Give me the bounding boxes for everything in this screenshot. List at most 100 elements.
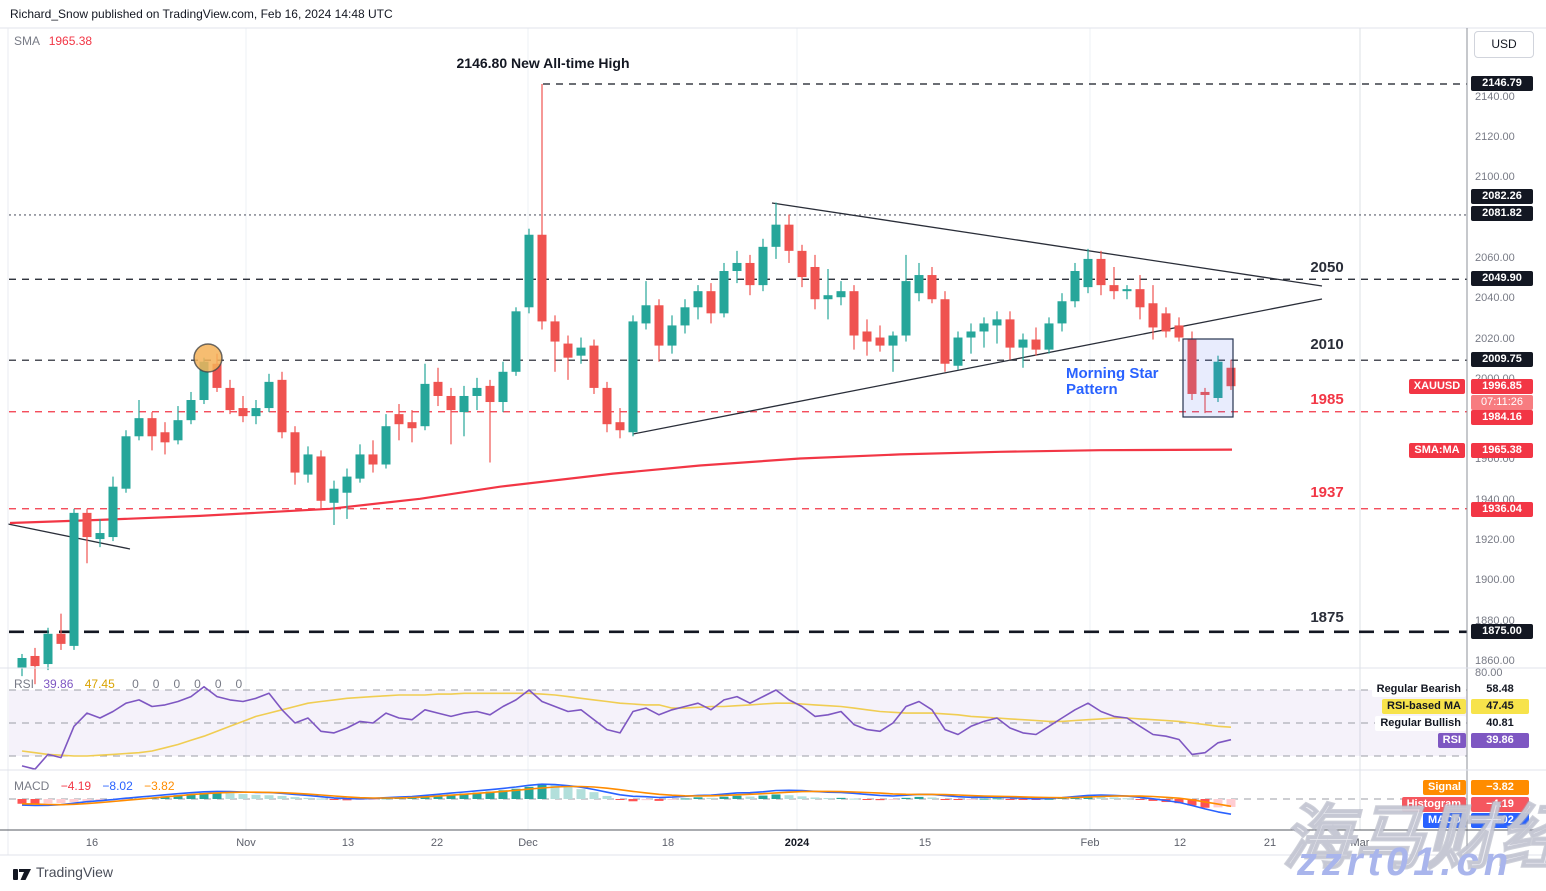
candle — [667, 325, 677, 346]
macd-histogram-bar — [862, 799, 872, 800]
sma-line — [9, 448, 1233, 525]
macd-histogram-bar — [1174, 799, 1184, 804]
trendline — [771, 202, 1323, 287]
time-label[interactable]: 18 — [661, 837, 675, 849]
macd-histogram-bar — [875, 799, 885, 801]
time-label[interactable]: 2024 — [784, 837, 810, 849]
candle — [56, 633, 66, 644]
indicator-tag-value: −8.02 — [1471, 813, 1529, 828]
candle — [836, 291, 846, 298]
macd-histogram-bar — [459, 793, 469, 799]
candle — [238, 408, 248, 417]
price-badge: 2082.26 — [1471, 189, 1533, 204]
candle — [758, 246, 768, 286]
time-label[interactable]: 13 — [341, 837, 355, 849]
indicator-tag-label: Regular Bearish — [1371, 682, 1466, 697]
time-label[interactable]: 15 — [918, 837, 932, 849]
candle — [251, 408, 261, 417]
time-label[interactable]: 16 — [85, 837, 99, 849]
macd-histogram-bar — [940, 799, 950, 800]
candle — [446, 395, 456, 411]
macd-histogram-bar — [1200, 799, 1210, 808]
price-tick: 1900.00 — [1475, 574, 1515, 587]
macd-histogram-bar — [836, 797, 846, 799]
price-tick: 1860.00 — [1475, 655, 1515, 668]
candle — [810, 266, 820, 300]
macd-histogram-bar — [849, 798, 859, 800]
candle — [342, 476, 352, 493]
tradingview-logo-icon[interactable] — [13, 865, 33, 882]
macd-histogram-bar — [277, 795, 287, 799]
sma-indicator-value: 1965.38 — [48, 34, 93, 48]
candle — [329, 488, 339, 503]
candle — [784, 224, 794, 251]
macd-histogram-bar — [953, 799, 963, 800]
time-label[interactable]: 21 — [1263, 837, 1277, 849]
macd-histogram-bar — [1122, 798, 1132, 800]
candle — [264, 381, 274, 409]
candle — [160, 432, 170, 443]
candle — [394, 414, 404, 425]
candle — [940, 299, 950, 364]
candle — [953, 337, 963, 366]
tradingview-brand-text[interactable]: TradingView — [36, 864, 114, 880]
level-text: 2010 — [1310, 336, 1344, 353]
macd-histogram-bar — [1213, 799, 1223, 808]
macd-histogram-bar — [69, 799, 79, 803]
candle — [979, 323, 989, 332]
rsi-divergence-zero: 0 — [152, 677, 160, 691]
candle — [537, 234, 547, 322]
candle — [1096, 258, 1106, 286]
macd-histogram-bar — [784, 795, 794, 799]
morning-star-line1: Morning Star — [1066, 365, 1159, 382]
morning-star-annotation: Morning Star Pattern — [1066, 366, 1159, 398]
macd-histogram-bar — [342, 799, 352, 801]
price-badge: 1965.38 — [1471, 443, 1533, 458]
candle — [550, 321, 560, 342]
macd-histogram-bar — [264, 795, 274, 799]
candle — [381, 426, 391, 465]
time-label[interactable]: Feb — [1080, 837, 1100, 849]
time-label[interactable]: Mar — [1350, 837, 1370, 849]
candle — [602, 387, 612, 425]
time-label[interactable]: Dec — [518, 837, 538, 849]
macd-histogram-bar — [56, 799, 66, 803]
candle — [368, 454, 378, 465]
price-badge: 1996.85 — [1471, 379, 1533, 394]
macd-histogram-bar — [225, 793, 235, 799]
macd-histogram-bar — [238, 794, 248, 799]
time-label[interactable]: 22 — [430, 837, 444, 849]
macd-histogram-bar — [524, 786, 534, 799]
candle — [576, 347, 586, 356]
trendline — [7, 523, 131, 550]
published-line: Richard_Snow published on TradingView.co… — [10, 7, 393, 21]
candle — [524, 234, 534, 308]
currency-button[interactable]: USD — [1474, 31, 1534, 58]
time-label[interactable]: 12 — [1173, 837, 1187, 849]
macd-histogram-bar — [1187, 799, 1197, 806]
candle — [875, 337, 885, 346]
macd-histogram-bar — [745, 796, 755, 799]
candle — [732, 262, 742, 272]
ticker-tag: XAUUSD — [1409, 379, 1465, 394]
candle — [225, 387, 235, 411]
candle — [108, 486, 118, 538]
macd-histogram-bar — [888, 799, 898, 800]
sma-indicator-label: SMA — [14, 34, 40, 48]
macd-histogram-bar — [706, 797, 716, 799]
indicator-tag-label: MACD — [1423, 813, 1466, 828]
candle — [693, 291, 703, 308]
price-badge: 1984.16 — [1471, 410, 1533, 425]
candle — [472, 387, 482, 396]
candle — [1083, 258, 1093, 288]
price-badge: 2049.90 — [1471, 271, 1533, 286]
macd-histogram-bar — [82, 799, 92, 802]
level-text: 1985 — [1310, 391, 1344, 408]
candle — [134, 418, 144, 437]
candle — [199, 361, 209, 401]
macd-histogram-bar — [17, 799, 27, 804]
trendline — [632, 298, 1323, 435]
macd-histogram-bar — [446, 794, 456, 799]
time-label[interactable]: Nov — [236, 837, 256, 849]
